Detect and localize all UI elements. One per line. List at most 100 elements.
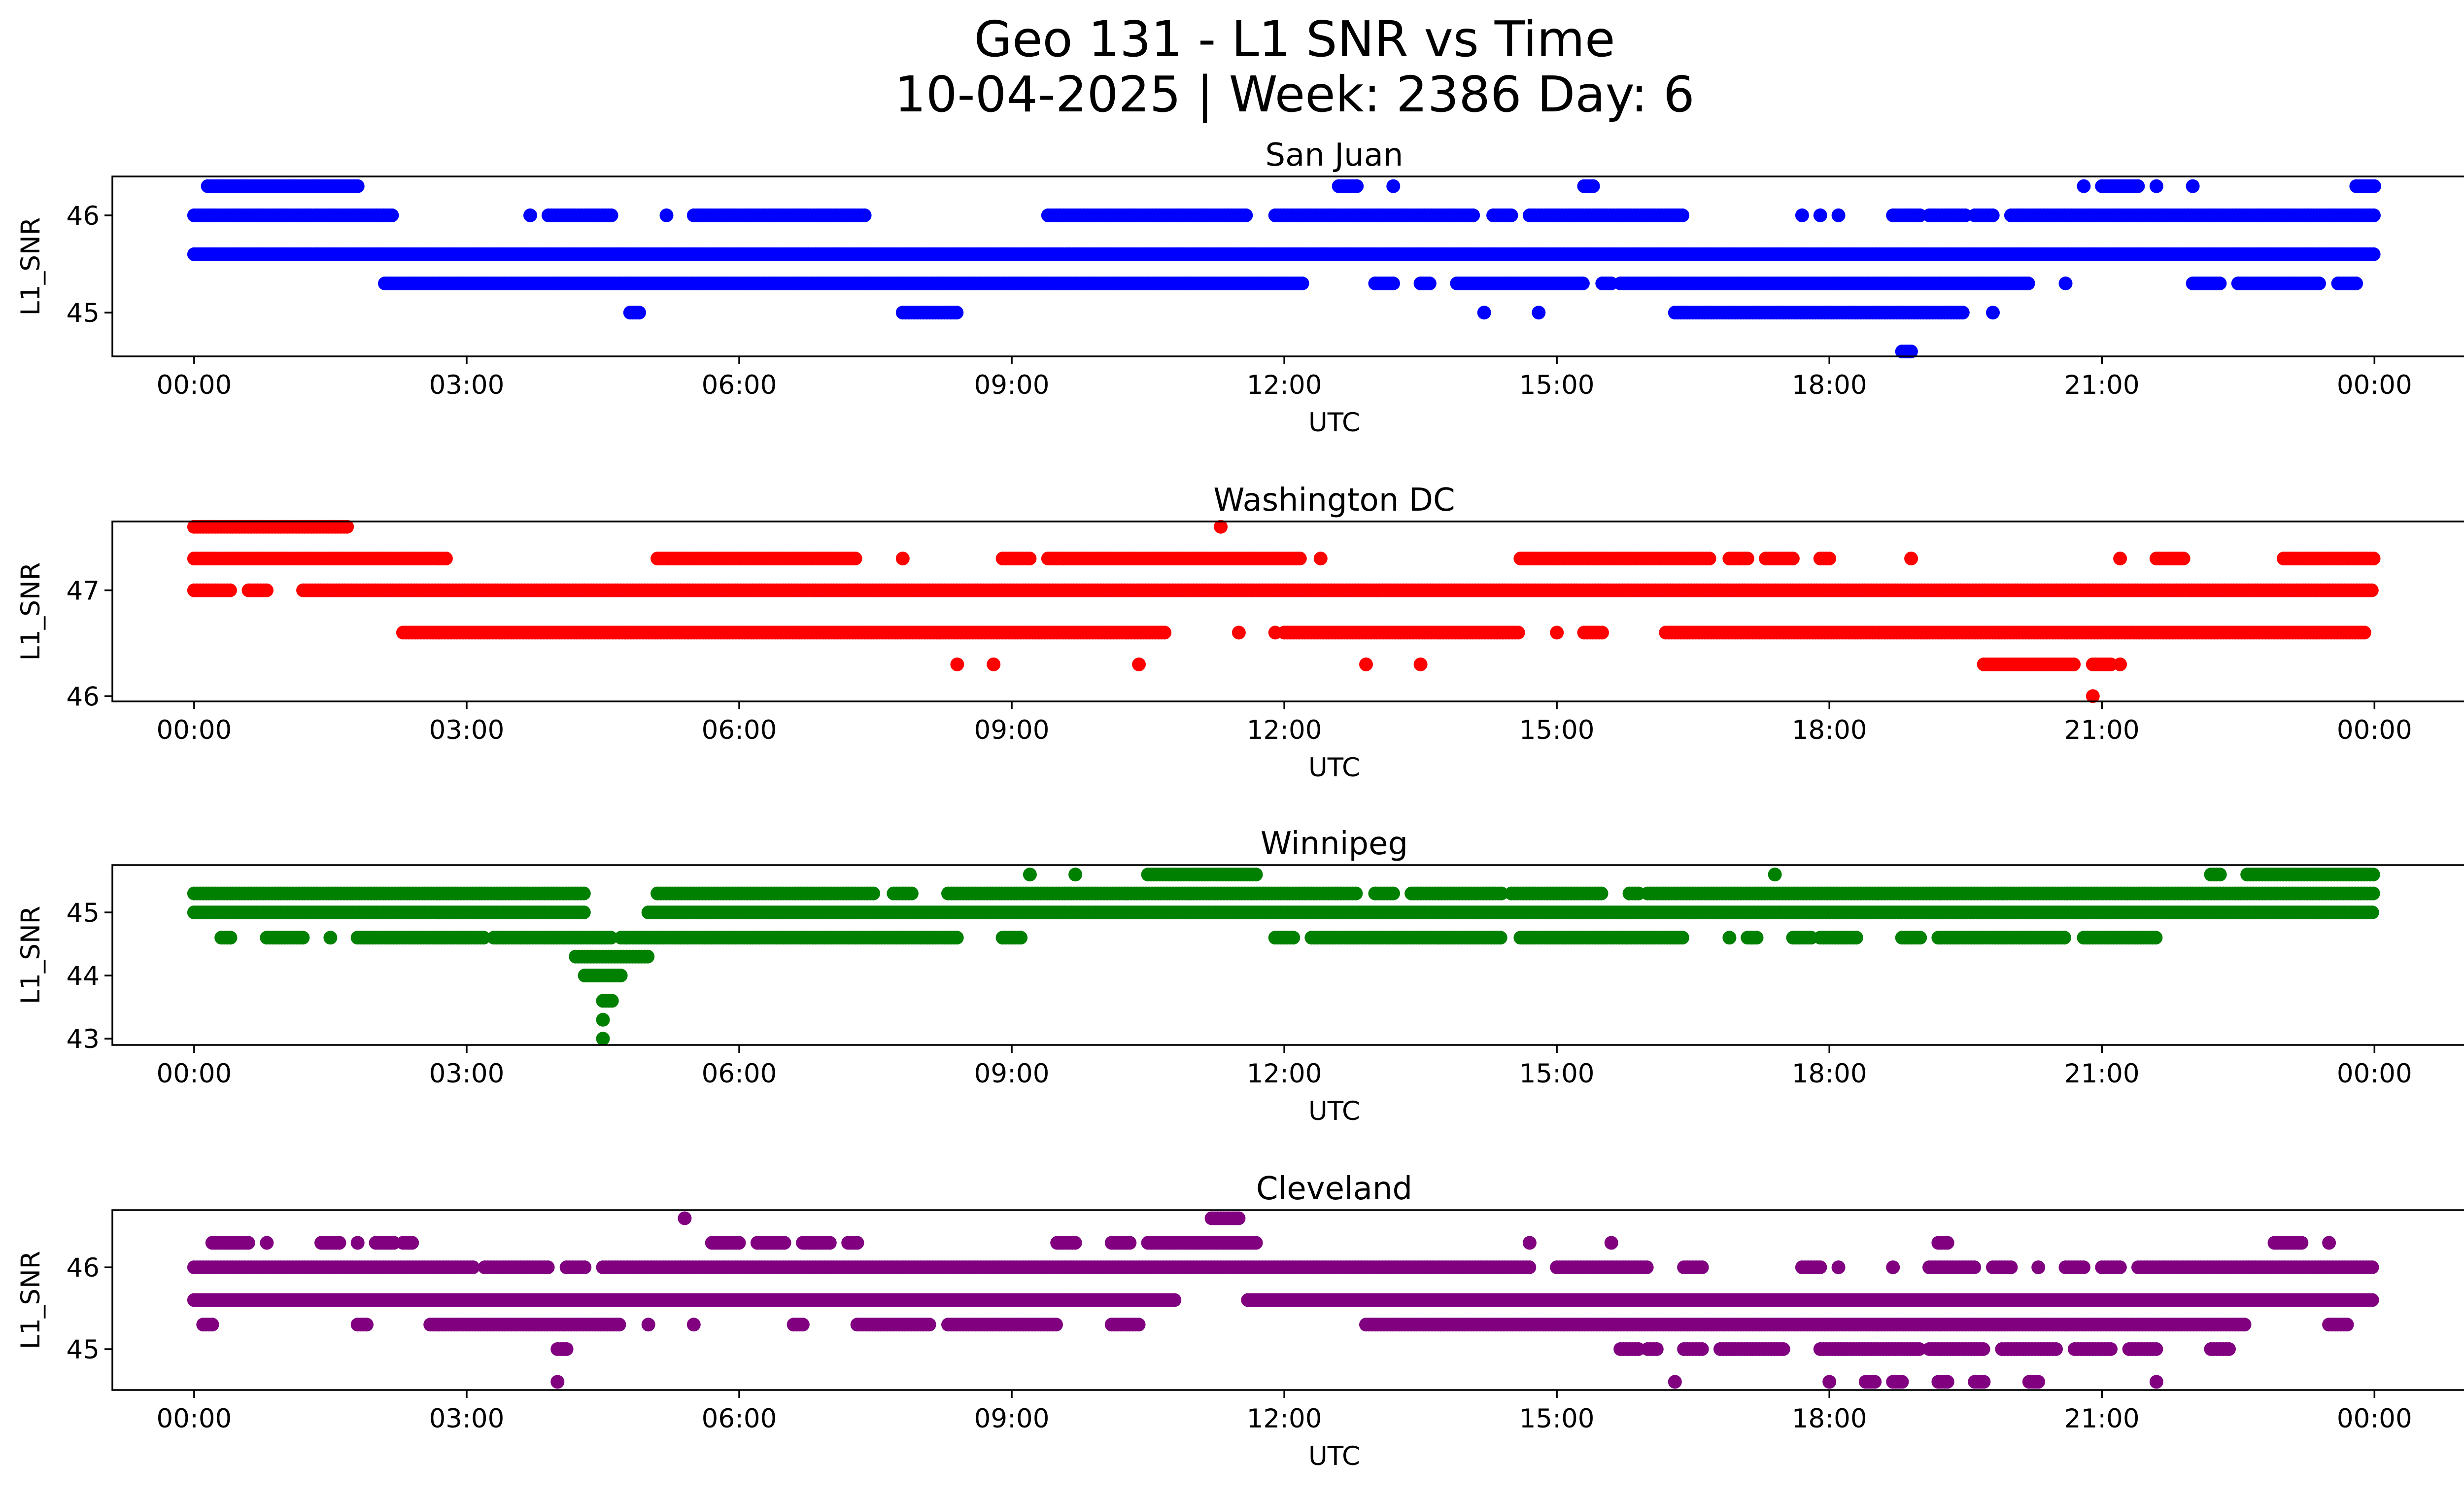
data-point <box>1158 626 1172 640</box>
data-point <box>1313 552 1328 566</box>
x-tick-label: 09:00 <box>974 715 1050 745</box>
data-point <box>1359 657 1373 671</box>
data-point <box>2149 179 2163 193</box>
x-tick-label: 00:00 <box>2337 715 2412 745</box>
data-point <box>1813 208 1827 222</box>
y-tick-label: 47 <box>67 576 100 606</box>
x-tick-label: 12:00 <box>1247 715 1322 745</box>
x-tick-label: 18:00 <box>1792 370 1867 400</box>
scatter-series <box>187 179 2381 359</box>
subplot-title: San Juan <box>1266 137 1403 174</box>
data-point <box>1985 208 2000 222</box>
data-point <box>1293 552 1307 566</box>
data-point <box>2367 208 2381 222</box>
x-tick-label: 00:00 <box>157 715 232 745</box>
scatter-series <box>187 868 2380 1046</box>
x-tick-label: 12:00 <box>1247 370 1322 400</box>
y-axis-label: L1_SNR <box>16 217 46 316</box>
data-point <box>2176 552 2190 566</box>
subplot-panels: San Juan 00:00 03:00 06:00 09:00 12:00 15:00 18… <box>16 137 2464 1471</box>
data-point <box>1132 657 1146 671</box>
x-tick-label: 03:00 <box>429 370 505 400</box>
data-point <box>2113 657 2127 671</box>
data-point <box>659 208 674 222</box>
data-point <box>1986 306 2000 320</box>
x-tick-label: 03:00 <box>429 715 505 745</box>
data-point <box>2213 868 2227 882</box>
data-point <box>1413 657 1428 671</box>
figure-title-line2: 10-04-2025 | Week: 2386 Day: 6 <box>894 66 1694 123</box>
data-point <box>577 886 591 901</box>
data-point <box>260 583 274 597</box>
x-tick-label: 15:00 <box>1519 715 1595 745</box>
data-point <box>1386 886 1400 901</box>
data-point <box>1239 208 1253 222</box>
data-point <box>1504 208 1518 222</box>
figure-title-line1: Geo 131 - L1 SNR vs Time <box>974 10 1615 68</box>
data-point <box>1350 179 1364 193</box>
data-point <box>1955 306 1970 320</box>
data-point <box>1904 552 1918 566</box>
data-point <box>2349 277 2363 290</box>
data-point <box>2357 626 2371 640</box>
y-tick-label: 45 <box>67 298 100 328</box>
data-point <box>1831 208 1846 222</box>
data-point <box>1958 208 1972 222</box>
x-tick-label: 06:00 <box>702 715 777 745</box>
data-point <box>848 552 862 566</box>
data-point <box>1477 306 1491 320</box>
data-point <box>632 306 646 320</box>
data-point <box>2367 179 2381 193</box>
data-point <box>1232 626 1246 640</box>
scatter-series <box>187 520 2381 703</box>
data-point <box>385 208 399 222</box>
data-point <box>2312 277 2326 290</box>
data-point <box>895 552 910 566</box>
data-point <box>1795 208 1809 222</box>
data-point <box>1586 179 1600 193</box>
data-point <box>1740 552 1754 566</box>
plot-area-frame <box>111 521 2464 702</box>
subplot-title: Winnipeg <box>1261 826 1408 862</box>
data-point <box>439 552 453 566</box>
data-point <box>1594 886 1608 901</box>
x-tick-label: 18:00 <box>1792 715 1867 745</box>
data-point <box>950 306 964 320</box>
data-point <box>1349 886 1363 901</box>
data-point <box>987 657 1001 671</box>
data-point <box>2067 657 2081 671</box>
data-point <box>350 179 365 193</box>
data-point <box>1386 179 1401 193</box>
data-point <box>1702 552 1716 566</box>
data-point <box>604 208 618 222</box>
data-point <box>1466 208 1480 222</box>
data-point <box>1511 626 1525 640</box>
data-point <box>2131 179 2145 193</box>
x-tick-label: 00:00 <box>157 370 232 400</box>
data-point <box>1595 626 1609 640</box>
data-point <box>857 208 872 222</box>
data-point <box>2186 179 2200 193</box>
data-point <box>1822 552 1836 566</box>
y-axis-label: L1_SNR <box>16 562 46 661</box>
x-tick-label: 15:00 <box>1519 370 1595 400</box>
data-point <box>2366 247 2381 261</box>
data-point <box>1575 277 1590 290</box>
x-tick-label: 21:00 <box>2064 370 2140 400</box>
data-point <box>1532 306 1546 320</box>
plot-area-frame <box>111 175 2464 357</box>
y-tick-label: 46 <box>67 201 100 231</box>
data-point <box>2058 277 2073 290</box>
data-point <box>1785 552 1800 566</box>
data-point <box>2077 179 2091 193</box>
data-point <box>1068 868 1083 882</box>
data-point <box>1422 277 1437 290</box>
data-point <box>1249 868 1263 882</box>
data-point <box>1676 208 1690 222</box>
x-tick-label: 06:00 <box>702 370 777 400</box>
data-point <box>1023 552 1037 566</box>
data-point <box>2366 552 2381 566</box>
